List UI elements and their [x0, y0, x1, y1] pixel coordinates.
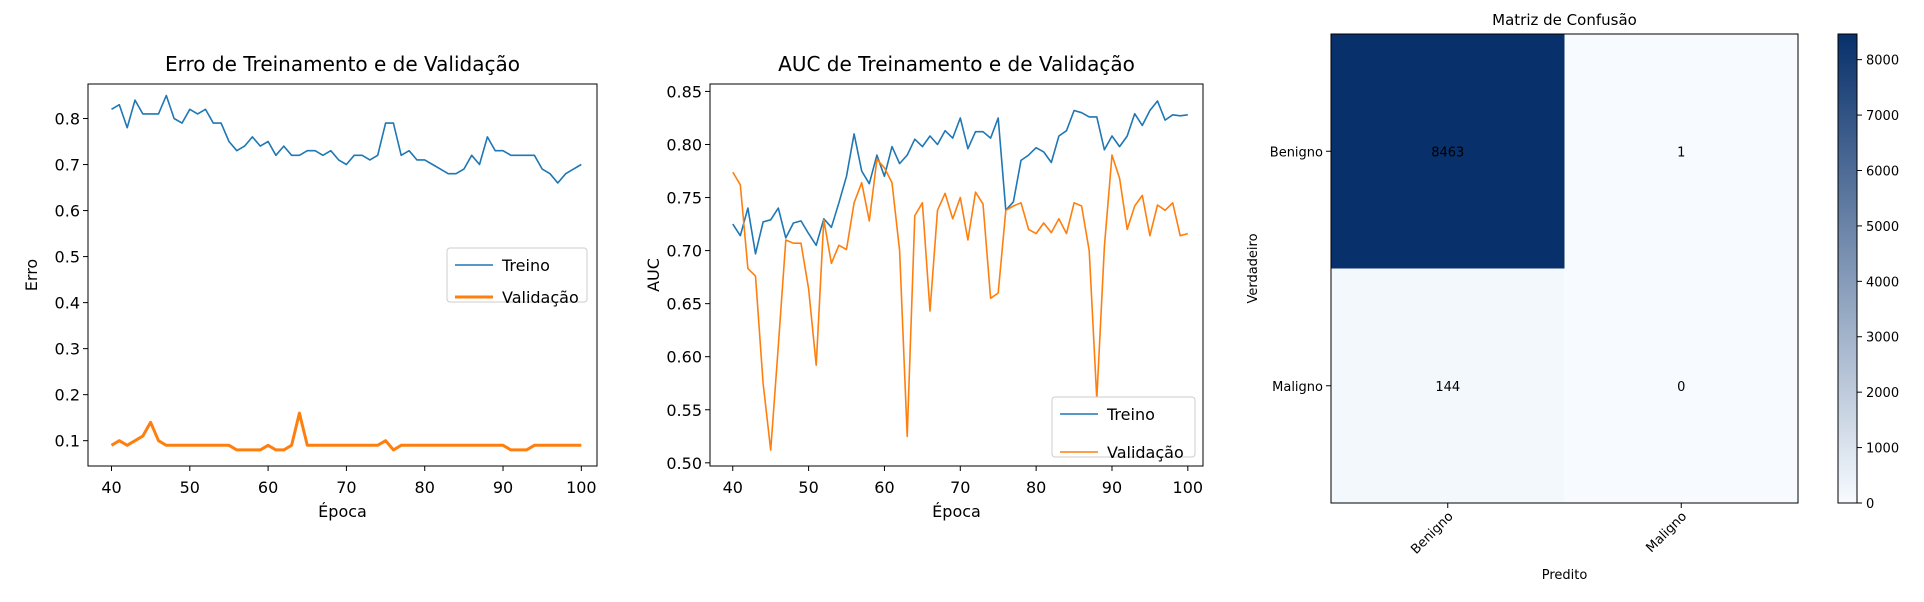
x-tick-label: 80	[1026, 478, 1046, 497]
y-tick-label: 0.1	[55, 432, 80, 451]
legend-label: Treino	[1106, 405, 1155, 424]
matrix-y-axis-label: Verdadeiro	[1246, 233, 1261, 303]
series-line-treino	[732, 100, 1188, 255]
matrix-cell-value: 0	[1677, 380, 1685, 395]
row-label: Maligno	[1272, 380, 1323, 395]
y-tick-label: 0.5	[55, 248, 80, 267]
legend-box	[1051, 396, 1196, 458]
y-tick-label: 0.60	[666, 348, 702, 367]
legend-label: Validação	[1107, 443, 1184, 462]
x-tick-label: 100	[1173, 478, 1204, 497]
col-label: Benigno	[1408, 509, 1456, 557]
x-tick-label: 70	[950, 478, 970, 497]
matrix-cell-value: 8463	[1431, 145, 1464, 160]
colorbar-tick-label: 8000	[1866, 54, 1899, 69]
series-line-validacao	[732, 154, 1189, 451]
x-tick-label: 40	[101, 478, 121, 497]
colorbar-tick-label: 4000	[1866, 275, 1899, 290]
matrix-cell-value: 1	[1677, 145, 1685, 160]
x-tick-label: 60	[874, 478, 894, 497]
x-tick-label: 100	[566, 478, 597, 497]
colorbar-tick-label: 5000	[1866, 220, 1899, 235]
y-tick-label: 0.8	[55, 110, 80, 129]
legend-box	[446, 247, 588, 303]
plot-frame	[87, 83, 598, 467]
legend-label: Validação	[502, 288, 579, 307]
colorbar-tick-label: 6000	[1866, 164, 1899, 179]
y-tick-label: 0.4	[55, 294, 80, 313]
y-tick-label: 0.55	[666, 401, 702, 420]
colorbar-tick-label: 3000	[1866, 331, 1899, 346]
colorbar-tick-label: 7000	[1866, 109, 1899, 124]
y-tick-label: 0.7	[55, 156, 80, 175]
x-axis-label: Época	[932, 502, 981, 521]
x-tick-label: 50	[180, 478, 200, 497]
x-tick-label: 80	[415, 478, 435, 497]
x-tick-label: 90	[493, 478, 513, 497]
y-tick-label: 0.65	[666, 295, 702, 314]
matrix-cell	[1331, 268, 1565, 503]
colorbar-tick-label: 2000	[1866, 386, 1899, 401]
y-tick-label: 0.6	[55, 202, 80, 221]
x-tick-label: 70	[336, 478, 356, 497]
matrix-title: Matriz de Confusão	[1492, 11, 1637, 29]
series-line-validacao	[110, 411, 582, 452]
colorbar	[1837, 33, 1858, 504]
matrix-cell	[1564, 34, 1798, 269]
y-tick-label: 0.85	[666, 82, 702, 101]
y-tick-label: 0.80	[666, 135, 702, 154]
matrix-cell	[1331, 34, 1565, 269]
chart-title: Erro de Treinamento e de Validação	[165, 52, 520, 76]
matrix-frame	[1330, 33, 1799, 504]
x-tick-label: 60	[258, 478, 278, 497]
x-tick-label: 50	[798, 478, 818, 497]
col-label: Maligno	[1644, 509, 1691, 556]
matrix-x-axis-label: Predito	[1542, 568, 1588, 583]
row-label: Benigno	[1270, 145, 1323, 160]
y-tick-label: 0.50	[666, 454, 702, 473]
matrix-cell-value: 144	[1435, 380, 1460, 395]
x-tick-label: 40	[723, 478, 743, 497]
chart-title: AUC de Treinamento e de Validação	[778, 52, 1135, 76]
colorbar-tick-label: 1000	[1866, 442, 1899, 457]
y-tick-label: 0.2	[55, 386, 80, 405]
y-tick-label: 0.70	[666, 242, 702, 261]
legend-label: Treino	[501, 256, 550, 275]
plot-frame	[709, 83, 1204, 467]
series-line-treino	[111, 94, 582, 184]
matrix-cell	[1564, 268, 1798, 503]
colorbar-tick-label: 0	[1866, 497, 1874, 512]
x-axis-label: Época	[318, 502, 367, 521]
y-tick-label: 0.75	[666, 189, 702, 208]
x-tick-label: 90	[1102, 478, 1122, 497]
y-axis-label: AUC	[644, 258, 663, 292]
y-axis-label: Erro	[22, 259, 41, 291]
y-tick-label: 0.3	[55, 340, 80, 359]
